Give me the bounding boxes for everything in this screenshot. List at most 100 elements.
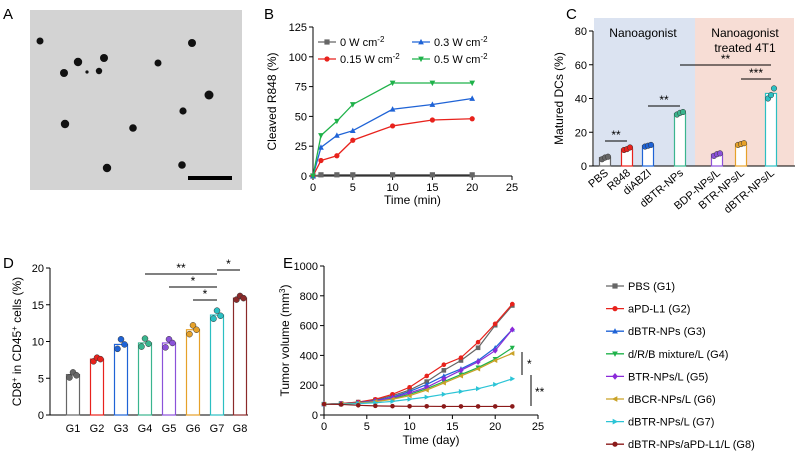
b-data-point <box>350 137 356 143</box>
b-data-point <box>349 102 356 108</box>
c-y-tick-label: 60 <box>575 60 587 72</box>
e-data-point <box>441 380 446 386</box>
d-bar <box>113 343 129 416</box>
d-data-point <box>145 340 152 347</box>
d-y-tick-label: 15 <box>32 300 44 312</box>
b-data-point <box>429 80 436 87</box>
d-y-tick-label: 10 <box>32 337 44 349</box>
chart-d: 0 5 10 15 20 G1 G2 G3 G4 G5 G6 G7 G8 CD8+ in CD45+ ce… <box>10 257 248 435</box>
b-data-point <box>389 80 396 87</box>
e-legend-label: aPD-L1 (G2) <box>628 304 690 316</box>
d-x-tick-label: G1 <box>66 423 81 435</box>
c-data-point <box>679 108 687 116</box>
e-legend-swatch-marker <box>612 373 618 380</box>
b-data-point <box>350 172 356 178</box>
b-data-point <box>318 133 324 139</box>
c-data-point <box>767 92 775 99</box>
e-data-point <box>475 358 481 365</box>
e-data-point <box>423 387 429 393</box>
d-y-axis-label-part: + <box>10 377 19 382</box>
c-bar <box>764 92 778 167</box>
b-y-tick-label: 50 <box>295 111 307 123</box>
e-y-axis-label-sup: 3 <box>278 288 287 293</box>
b-data-point <box>318 144 324 150</box>
e-legend-label: BTR-NPs/L (G5) <box>628 371 708 383</box>
e-y-tick-label: 0 <box>312 410 318 422</box>
b-legend-swatch-marker <box>324 56 330 62</box>
e-data-point <box>509 326 515 333</box>
b-data-point <box>469 116 475 122</box>
nanoparticles <box>36 37 214 173</box>
panel-letter-a: A <box>3 6 13 23</box>
d-data-point <box>186 330 193 338</box>
b-y-axis-label: Cleaved R848 (%) <box>265 52 279 150</box>
b-data-point <box>469 95 476 101</box>
c-data-point <box>626 144 634 151</box>
e-data-point <box>424 381 430 387</box>
e-y-tick-label: 1000 <box>294 261 318 273</box>
b-data-point <box>469 172 475 178</box>
e-data-point <box>441 391 447 397</box>
e-data-point <box>475 404 481 409</box>
e-series-line <box>323 352 513 405</box>
b-data-point <box>334 172 340 178</box>
e-data-point <box>476 386 481 392</box>
b-data-point <box>334 132 340 138</box>
b-y-tick-label: 0 <box>301 171 307 183</box>
e-data-point <box>355 403 361 408</box>
e-significance-label: ** <box>535 385 545 399</box>
d-data-point <box>114 345 121 353</box>
d-y-tick-label: 20 <box>32 263 44 275</box>
d-x-tick-label: G3 <box>114 423 129 435</box>
d-data-point <box>240 294 247 302</box>
b-x-tick-label: 20 <box>466 182 478 194</box>
e-data-point <box>458 355 464 360</box>
c-region-label-2b: treated 4T1 <box>714 41 776 55</box>
c-y-axis-label: Matured DCs (%) <box>552 52 566 145</box>
b-legend-superscript: -2 <box>393 52 401 61</box>
b-x-tick-label: 25 <box>506 182 518 194</box>
c-significance-label: ** <box>659 93 669 107</box>
c-region-label-1: Nanoagonist <box>609 26 677 40</box>
e-data-point <box>441 404 447 409</box>
e-data-point <box>424 394 430 400</box>
b-x-axis-label: Time (min) <box>384 193 441 207</box>
e-data-point <box>407 396 413 402</box>
e-data-point <box>510 404 515 409</box>
b-legend-label: 0.5 W cm-2 <box>434 52 488 66</box>
e-data-point <box>458 367 464 374</box>
e-x-tick-label: 25 <box>532 421 544 433</box>
d-x-tick-label: G8 <box>233 423 248 435</box>
e-legend-swatch-marker <box>612 283 618 289</box>
e-data-point <box>424 373 430 379</box>
e-data-point <box>441 373 447 379</box>
e-data-point <box>458 373 464 379</box>
d-y-tick-label: 0 <box>38 410 44 422</box>
e-y-tick-label: 800 <box>300 291 318 303</box>
d-data-point <box>169 339 176 347</box>
c-data-point <box>716 150 724 157</box>
c-data-point <box>740 140 748 147</box>
e-data-point <box>424 379 430 384</box>
e-data-point <box>458 358 464 363</box>
c-y-tick-label: 40 <box>575 94 587 106</box>
c-significance-label: *** <box>749 66 763 80</box>
e-series-line <box>323 378 513 405</box>
e-x-tick-label: 0 <box>321 421 327 433</box>
e-data-point <box>510 301 515 307</box>
e-data-point <box>390 392 395 397</box>
c-y-tick-label: 0 <box>581 161 587 173</box>
c-significance-label: ** <box>721 52 731 66</box>
e-data-point <box>407 384 412 390</box>
c-data-point <box>647 141 655 148</box>
b-y-tick-label: 75 <box>295 82 307 94</box>
c-bar <box>673 113 687 167</box>
e-data-point <box>407 403 412 409</box>
d-data-point <box>117 336 125 343</box>
c-significance-label: ** <box>611 128 621 142</box>
e-significance-label: * <box>527 357 532 371</box>
panel-letter-d: D <box>3 255 14 272</box>
b-legend-swatch-marker <box>324 39 330 45</box>
e-legend-swatch-marker <box>611 396 618 402</box>
e-legend-label: dBTR-NPs (G3) <box>628 326 706 338</box>
